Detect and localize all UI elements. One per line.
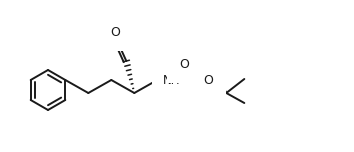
Text: NH: NH xyxy=(163,74,181,88)
Text: O: O xyxy=(110,26,120,38)
Text: O: O xyxy=(179,57,189,71)
Text: O: O xyxy=(204,74,213,86)
